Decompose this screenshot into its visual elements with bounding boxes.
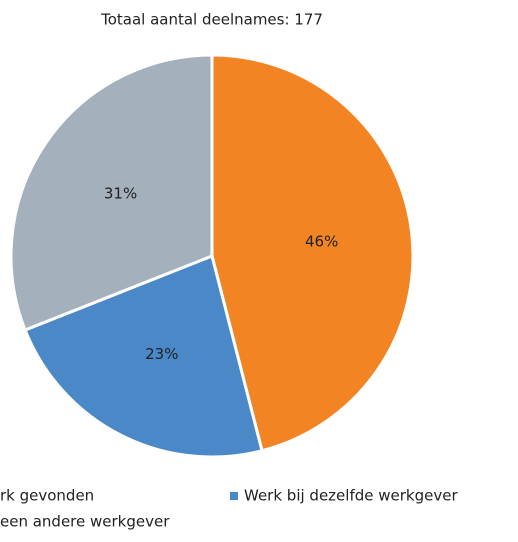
pie-slice — [9, 53, 214, 332]
legend-label: rk gevonden — [0, 487, 94, 505]
legend-label: Werk bij dezelfde werkgever — [244, 487, 458, 505]
legend-marker — [230, 492, 238, 500]
chart-title: Totaal aantal deelnames: 177 — [100, 11, 323, 29]
data-label: 23% — [145, 345, 178, 363]
pie-slice — [210, 53, 415, 453]
legend-label: een andere werkgever — [0, 513, 170, 531]
data-label: 31% — [104, 184, 137, 202]
data-label: 46% — [305, 233, 338, 251]
pie-slice — [23, 253, 264, 459]
